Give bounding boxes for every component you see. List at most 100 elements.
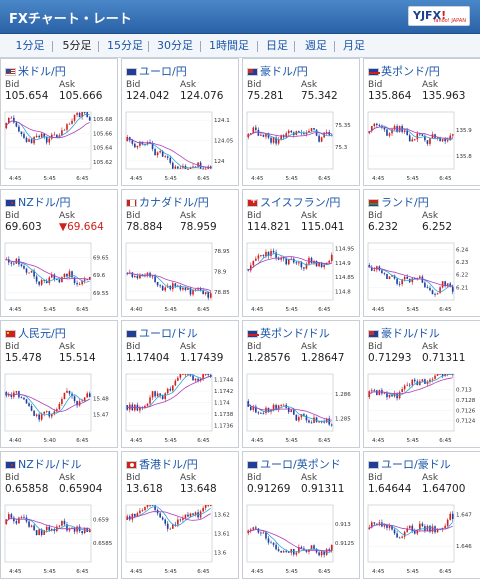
candle-body [5, 259, 8, 261]
rate-card[interactable]: 人民元/円 Bid Ask 15.478 15.514 15.48 15.47 4:40 5:4… [0, 320, 118, 448]
candle-body [381, 270, 383, 274]
mini-chart[interactable]: 1.647 1.646 4:45 5:45 6:45 [366, 502, 478, 576]
rate-card[interactable]: 豪ドル/ドル Bid Ask 0.71293 0.71311 0.713 0.7128 0.7… [363, 320, 480, 448]
ma-long-line [6, 517, 90, 530]
rate-card[interactable]: スイスフラン/円BidAsk114.821115.041114.95114.91… [242, 189, 360, 317]
candle-body [285, 551, 288, 552]
y-tick-label: 124.05 [214, 139, 234, 145]
pair-name-link[interactable]: 英ポンド/ドル [247, 325, 330, 340]
yjfx-logo[interactable]: YJFX! Yahoo! JAPAN [408, 6, 470, 26]
pair-name-link[interactable]: ユーロ/ドル [126, 325, 198, 340]
candle-body [249, 529, 252, 531]
candle-body [305, 263, 308, 269]
tab-3[interactable]: 15分足 [107, 39, 143, 52]
x-tick-label: 6:45 [197, 307, 210, 313]
mini-chart[interactable]: 1.286 1.285 4:45 5:45 6:45 [245, 371, 357, 445]
pair-name-link[interactable]: 英ポンド/円 [368, 63, 440, 78]
pair-name-link[interactable]: ランド/円 [368, 194, 429, 209]
candlestick-chart: 1.1744 1.1742 1.174 1.1738 1.1736 4:45 5:45 6:4… [125, 373, 234, 444]
mini-chart[interactable]: 135.9 135.8 4:45 5:45 6:45 [366, 109, 478, 183]
mini-chart[interactable]: 69.65 69.6 69.55 4:45 5:45 6:45 [3, 240, 115, 314]
candle-body [207, 505, 210, 506]
tab-6[interactable]: 日足 [266, 39, 288, 52]
rate-card[interactable]: ユーロ/英ポンド Bid Ask 0.91269 0.91311 0.913 0.9125 4… [242, 451, 360, 579]
candle-body [194, 378, 197, 381]
rate-card[interactable]: ユーロ/円 Bid Ask 124.042 124.076 124.1 124.05 124 4… [121, 58, 239, 186]
za-flag-icon [368, 199, 379, 207]
candle-body [411, 525, 414, 532]
candle-body [58, 135, 61, 138]
mini-chart[interactable]: 0.659 0.6585 4:45 5:45 6:45 [3, 502, 115, 576]
rate-card[interactable]: カナダドル/円 Bid Ask 78.884 78.959 78.95 78.9 78.85 4… [121, 189, 239, 317]
pair-name-link[interactable]: ユーロ/豪ドル [368, 456, 451, 471]
candle-body [408, 135, 411, 142]
candle-body [416, 133, 419, 140]
candle-body [401, 389, 403, 393]
rate-card[interactable]: ランド/円 Bid Ask 6.232 6.252 6.24 6.23 6.22 6.21 4:4… [363, 189, 480, 317]
tab-2[interactable]: 5分足 [62, 39, 92, 52]
tab-1[interactable]: 1分足 [15, 39, 45, 52]
candle-body [431, 526, 434, 532]
mini-chart[interactable]: 13.62 13.61 13.6 4:45 5:45 6:45 [124, 502, 236, 576]
candle-body [434, 375, 436, 379]
pair-name-link[interactable]: カナダドル/円 [126, 194, 209, 209]
rate-card[interactable]: NZドル/ドル Bid Ask 0.65858 0.65904 0.659 0.6585 4:… [0, 451, 118, 579]
candle-body [156, 393, 159, 397]
x-tick-label: 5:45 [286, 307, 299, 313]
candle-body [50, 134, 53, 139]
y-tick-label: 1.646 [456, 544, 472, 550]
candle-body [247, 401, 250, 407]
pair-name-link[interactable]: 豪ドル/円 [247, 63, 308, 78]
mini-chart[interactable]: 114.95 114.9 114.85 114.8 4:45 5:45 6:45 [245, 240, 357, 314]
candle-body [300, 414, 303, 418]
pair-name-link[interactable]: NZドル/ドル [5, 456, 81, 471]
x-tick-label: 6:45 [197, 438, 210, 444]
rate-card[interactable]: ユーロ/豪ドル Bid Ask 1.64644 1.64700 1.647 1.646 4:4… [363, 451, 480, 579]
mini-chart[interactable]: 105.68 105.66 105.64 105.62 4:45 5:45 6:45 [3, 109, 115, 183]
rate-card[interactable]: 米ドル/円 Bid Ask 105.654 105.666 105.68 105.66 105… [0, 58, 118, 186]
ask-value: 15.514 [59, 352, 96, 364]
candle-body [426, 287, 429, 288]
tab-8[interactable]: 月足 [343, 39, 365, 52]
candle-body [184, 287, 187, 290]
candle-body [373, 269, 376, 271]
rate-card[interactable]: 英ポンド/円 Bid Ask 135.864 135.963 135.9 135.8 4:45… [363, 58, 480, 186]
candle-body [436, 529, 439, 533]
rate-card[interactable]: NZドル/円 Bid Ask 69.603 ▼69.664 69.65 69.6 69.55 4… [0, 189, 118, 317]
candle-body [171, 524, 174, 529]
rate-card[interactable]: 英ポンド/ドル Bid Ask 1.28576 1.28647 1.286 1.285 4:4… [242, 320, 360, 448]
candle-body [81, 400, 83, 402]
rate-card[interactable]: 香港ドル/円 Bid Ask 13.618 13.648 13.62 13.61 13.6 4:… [121, 451, 239, 579]
tab-4[interactable]: 30分足 [157, 39, 193, 52]
mini-chart[interactable]: 6.24 6.23 6.22 6.21 4:45 5:45 6:45 [366, 240, 478, 314]
mini-chart[interactable]: 75.35 75.3 4:45 5:45 6:45 [245, 109, 357, 183]
bid-value: 124.042 [126, 90, 170, 102]
pair-name-link[interactable]: スイスフラン/円 [247, 194, 340, 209]
pair-name-link[interactable]: ユーロ/英ポンド [247, 456, 341, 471]
candle-body [303, 414, 305, 416]
pair-name-link[interactable]: 香港ドル/円 [126, 456, 198, 471]
mini-chart[interactable]: 0.913 0.9125 4:45 5:45 6:45 [245, 502, 357, 576]
candle-body [376, 266, 378, 270]
mini-chart[interactable]: 78.95 78.9 78.85 4:40 5:45 6:45 [124, 240, 236, 314]
pair-name-link[interactable]: 豪ドル/ドル [368, 325, 440, 340]
mini-chart[interactable]: 124.1 124.05 124 4:45 5:45 6:45 [124, 109, 236, 183]
rate-card[interactable]: 豪ドル/円 Bid Ask 75.281 75.342 75.35 75.3 4:45 5:45… [242, 58, 360, 186]
mini-chart[interactable]: 1.1744 1.1742 1.174 1.1738 1.1736 4:45 5:45 6:4… [124, 371, 236, 445]
tab-7[interactable]: 週足 [305, 39, 327, 52]
candlestick-chart: 124.1 124.05 124 4:45 5:45 6:45 [125, 111, 234, 182]
candle-body [194, 166, 197, 168]
candle-body [290, 410, 293, 413]
mini-chart[interactable]: 0.713 0.7128 0.7126 0.7124 4:45 5:45 6:45 [366, 371, 478, 445]
pair-name-link[interactable]: 米ドル/円 [5, 63, 66, 78]
tab-5[interactable]: 1時間足 [209, 39, 249, 52]
pair-name-link[interactable]: ユーロ/円 [126, 63, 187, 78]
mini-chart[interactable]: 15.48 15.47 4:40 5:40 6:45 [3, 371, 115, 445]
pair-name-link[interactable]: 人民元/円 [5, 325, 66, 340]
candle-body [88, 277, 91, 280]
candlestick-chart: 0.913 0.9125 4:45 5:45 6:45 [246, 504, 355, 575]
pair-name-link[interactable]: NZドル/円 [5, 194, 70, 209]
rate-card[interactable]: ユーロ/ドル Bid Ask 1.17404 1.17439 1.1744 1.1742 1.… [121, 320, 239, 448]
y-tick-label: 105.64 [93, 146, 113, 152]
candle-body [30, 405, 33, 411]
